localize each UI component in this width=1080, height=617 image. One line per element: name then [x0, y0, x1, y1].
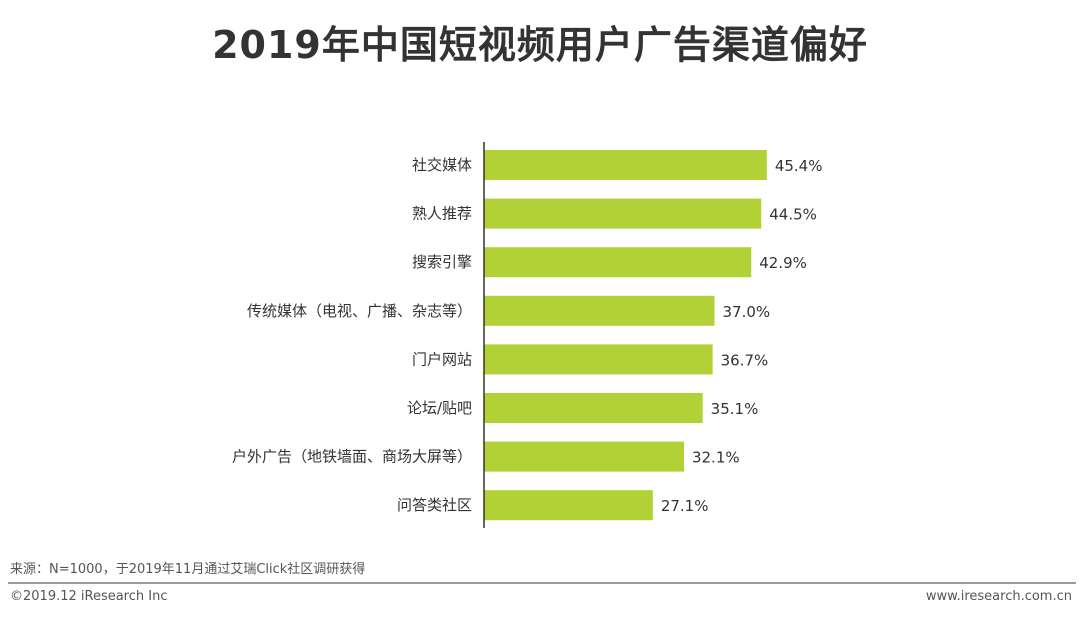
data-label: 35.1%	[711, 400, 759, 418]
category-label: 传统媒体（电视、广播、杂志等）	[247, 302, 472, 320]
footer-divider	[8, 582, 1076, 584]
bar	[484, 295, 715, 326]
bar	[484, 344, 713, 375]
category-label: 论坛/贴吧	[407, 399, 472, 417]
bar	[484, 247, 752, 278]
category-label: 社交媒体	[412, 156, 472, 174]
bar-chart: 社交媒体 45.4% 熟人推荐 44.5% 搜索引擎 42.9% 传统媒体（电视、广播、杂志…	[232, 142, 823, 528]
source-note: 来源：N=1000，于2019年11月通过艾瑞Click社区调研获得	[10, 562, 366, 577]
category-label: 户外广告（地铁墙面、商场大屏等）	[232, 448, 472, 466]
data-label: 27.1%	[661, 497, 709, 515]
data-label: 37.0%	[723, 303, 771, 321]
data-label: 45.4%	[775, 157, 823, 175]
chart-title: 2019年中国短视频用户广告渠道偏好	[212, 23, 868, 67]
bar	[484, 441, 684, 472]
category-label: 熟人推荐	[412, 205, 472, 223]
bar	[484, 393, 703, 423]
category-label: 问答类社区	[397, 496, 472, 514]
data-label: 32.1%	[692, 449, 740, 467]
copyright: ©2019.12 iResearch Inc	[10, 589, 168, 604]
bar	[484, 198, 762, 229]
website-link: www.iresearch.com.cn	[925, 589, 1072, 604]
data-label: 44.5%	[769, 206, 817, 224]
data-label: 42.9%	[759, 254, 807, 272]
category-label: 搜索引擎	[412, 253, 472, 271]
bar	[484, 490, 653, 521]
category-label: 门户网站	[412, 350, 472, 368]
bar	[484, 150, 767, 180]
data-label: 36.7%	[721, 351, 769, 369]
